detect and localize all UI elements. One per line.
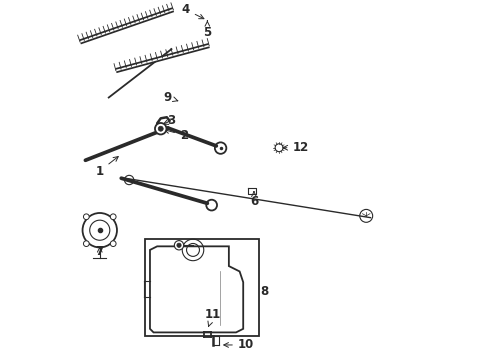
Circle shape (158, 126, 163, 131)
Text: 1: 1 (96, 157, 118, 177)
Circle shape (155, 123, 167, 134)
Text: 6: 6 (250, 192, 258, 208)
Text: 12: 12 (283, 141, 309, 154)
Circle shape (83, 241, 89, 247)
Circle shape (110, 241, 116, 247)
Circle shape (83, 214, 89, 220)
Text: 8: 8 (261, 285, 269, 298)
Text: 9: 9 (164, 91, 178, 104)
Text: 5: 5 (203, 21, 212, 40)
Text: 10: 10 (224, 338, 254, 351)
Text: 11: 11 (205, 308, 221, 327)
Text: 7: 7 (96, 245, 104, 258)
Circle shape (110, 214, 116, 220)
Text: 3: 3 (164, 114, 175, 127)
Text: 2: 2 (165, 129, 188, 142)
Circle shape (174, 240, 184, 250)
Circle shape (177, 243, 181, 247)
Text: 4: 4 (182, 3, 204, 19)
Bar (145, 239, 259, 336)
